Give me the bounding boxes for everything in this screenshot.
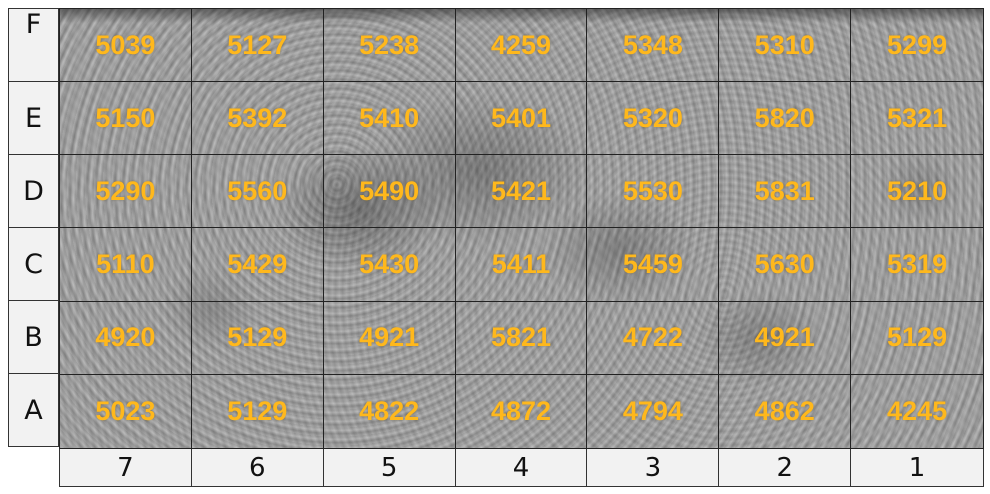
- grid-cell-f1: 5299: [851, 9, 983, 83]
- grid-cell-d2: 5831: [719, 155, 852, 229]
- grid-cell-e5: 5410: [323, 82, 456, 156]
- grid-cell-b1: 5129: [851, 302, 983, 375]
- grid-cell-c6: 5429: [191, 228, 324, 302]
- grid-cell-d1: 5210: [851, 155, 983, 229]
- grid-cell-b2: 4921: [719, 301, 852, 375]
- row-label-e: E: [8, 81, 59, 154]
- grid-cell-e2: 5820: [719, 82, 852, 156]
- grid-cell-f4: 4259: [455, 9, 588, 83]
- grid-cell-e1: 5321: [851, 82, 983, 156]
- lunar-surface-map: 5039 5127 5238 4259 5348 5310 5299 5150 …: [59, 8, 984, 449]
- grid-cell-a3: 4794: [587, 374, 720, 448]
- row-label-c: C: [8, 227, 59, 300]
- row-labels: F E D C B A: [8, 8, 59, 447]
- grid-cell-c4: 5411: [455, 228, 588, 302]
- column-label-6: 6: [191, 449, 324, 486]
- grid-cell-d3: 5530: [587, 155, 720, 229]
- grid-cell-d6: 5560: [191, 155, 324, 229]
- grid-cell-f5: 5238: [323, 9, 456, 83]
- grid-cell-a2: 4862: [719, 374, 852, 448]
- column-label-3: 3: [587, 449, 720, 486]
- grid-cell-f6: 5127: [191, 9, 324, 83]
- column-label-2: 2: [719, 449, 852, 486]
- grid-cell-c7: 5110: [60, 228, 192, 302]
- grid-cell-f7: 5039: [60, 9, 192, 83]
- grid-cell-c3: 5459: [587, 228, 720, 302]
- grid-cell-c2: 5630: [719, 228, 852, 302]
- value-grid: 5039 5127 5238 4259 5348 5310 5299 5150 …: [60, 9, 983, 448]
- grid-cell-e7: 5150: [60, 82, 192, 156]
- grid-cell-a1: 4245: [887, 395, 948, 426]
- grid-cell-b4: 5821: [455, 301, 588, 375]
- grid-cell-b6: 5129: [191, 301, 324, 375]
- grid-cell-d7: 5290: [60, 155, 192, 229]
- column-label-4: 4: [455, 449, 588, 486]
- grid-cell-f2: 5310: [719, 9, 852, 83]
- grid-cell-a5: 4822: [324, 374, 456, 448]
- column-label-1: 1: [851, 449, 983, 486]
- grid-cell-e6: 5392: [191, 82, 324, 156]
- grid-cell-a4: 4872: [456, 374, 588, 448]
- grid-cell-a6: 5129: [192, 374, 324, 448]
- grid-cell-b7: 4920: [60, 301, 192, 375]
- grid-cell-d5: 5490: [323, 155, 456, 229]
- grid-cell-d4: 5421: [455, 155, 588, 229]
- grid-cell-f3: 5348: [587, 9, 720, 83]
- column-labels: 7 6 5 4 3 2 1: [59, 449, 984, 487]
- grid-cell-b5: 4921: [323, 301, 456, 375]
- row-label-f: F: [8, 8, 59, 81]
- column-label-5: 5: [323, 449, 456, 486]
- grid-cell-a7: 5023: [60, 374, 192, 448]
- row-label-b: B: [8, 300, 59, 373]
- row-label-a: A: [8, 373, 59, 447]
- grid-cell-c5: 5430: [323, 228, 456, 302]
- grid-cell-e3: 5320: [587, 82, 720, 156]
- grid-cell-e4: 5401: [455, 82, 588, 156]
- grid-cell-c1: 5319: [851, 228, 983, 302]
- grid-cell-b3: 4722: [587, 301, 720, 375]
- column-label-7: 7: [60, 449, 192, 486]
- row-label-d: D: [8, 154, 59, 227]
